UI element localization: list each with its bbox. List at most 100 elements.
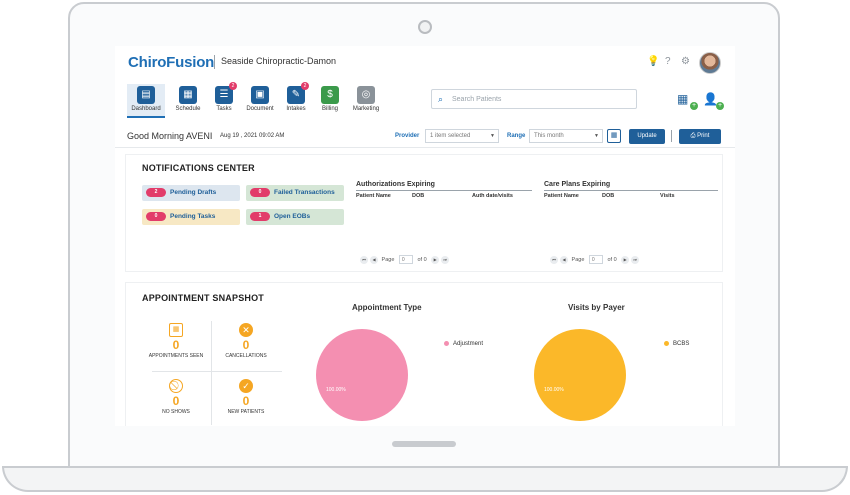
app-screen: ChiroFusion Seaside Chiropractic-Damon 💡…: [115, 46, 735, 426]
page-input[interactable]: 0: [588, 255, 603, 264]
notifications-panel: NOTIFICATIONS CENTER 2 Pending Drafts 0 Fa…: [125, 154, 723, 272]
col-patient-name: Patient Name: [356, 193, 391, 199]
avatar[interactable]: [699, 52, 721, 74]
pie-slice-label: 100.00%: [326, 387, 346, 393]
prev-page-icon[interactable]: ◀: [560, 255, 568, 264]
add-patient-button[interactable]: 👤 +: [703, 92, 724, 110]
visits-by-payer-title: Visits by Payer: [568, 303, 625, 312]
range-value: This month: [534, 133, 564, 139]
visits-by-payer-pie: [534, 329, 626, 421]
pie-slice-label: 100.00%: [544, 387, 564, 393]
pending-drafts-card[interactable]: 2 Pending Drafts: [142, 185, 240, 201]
col-auth-date: Auth date/visits: [472, 193, 513, 199]
plus-icon: +: [716, 102, 724, 110]
auth-pager: ⏮ ◀ Page 0 of 0 ▶ ⏭: [360, 255, 451, 264]
last-page-icon[interactable]: ⏭: [631, 255, 640, 264]
greeting-bar: Good Morning AVENI Aug 19 , 2021 09:02 A…: [115, 126, 735, 148]
nav-label: Intakes: [286, 106, 306, 112]
first-page-icon[interactable]: ⏮: [550, 255, 558, 264]
card-label: Pending Tasks: [170, 213, 216, 220]
gear-icon[interactable]: ⚙: [681, 56, 690, 67]
greeting-text: Good Morning AVENI: [127, 131, 213, 141]
count-badge: 0: [250, 187, 270, 197]
add-appointment-button[interactable]: ▦ +: [677, 92, 698, 110]
first-page-icon[interactable]: ⏮: [360, 255, 368, 264]
prev-page-icon[interactable]: ◀: [370, 255, 378, 264]
pie-slice-bcbs[interactable]: [534, 329, 626, 421]
stat-value: 0: [172, 338, 180, 352]
range-label: Range: [507, 133, 526, 139]
appointment-type-pie: [316, 329, 408, 421]
help-icon[interactable]: ?: [665, 56, 671, 67]
pie-slice-adjustment[interactable]: [316, 329, 408, 421]
chevron-down-icon: ▼: [490, 133, 495, 139]
auth-divider: [356, 190, 532, 191]
provider-select[interactable]: 1 item selected ▼: [425, 129, 499, 143]
col-dob: DOB: [412, 193, 425, 199]
range-select[interactable]: This month ▼: [529, 129, 603, 143]
clinic-name: Seaside Chiropractic-Damon: [221, 56, 337, 66]
last-page-icon[interactable]: ⏭: [441, 255, 450, 264]
user-add-icon: 👤: [703, 92, 718, 106]
nav-intakes[interactable]: ✎ 2 Intakes: [277, 82, 315, 118]
pending-tasks-card[interactable]: 0 Pending Tasks: [142, 209, 240, 225]
count-badge: 2: [146, 187, 166, 197]
auth-title: Authorizations Expiring: [356, 181, 435, 188]
search-box[interactable]: ⌕ Search Patients: [431, 89, 637, 109]
next-page-icon[interactable]: ▶: [431, 255, 440, 264]
appointment-type-title: Appointment Type: [352, 303, 422, 312]
page-of: of 0: [607, 256, 617, 263]
camera: [418, 20, 432, 34]
legend-dot: [664, 341, 669, 346]
visits-by-payer-chart: [534, 329, 626, 421]
stat-value: 0: [242, 394, 250, 408]
stat-cancellations: ✕ 0 CANCELLATIONS: [214, 323, 278, 359]
search-input[interactable]: Search Patients: [452, 96, 502, 103]
nav-label: Schedule: [175, 106, 201, 112]
no-show-icon: ⃠: [169, 379, 183, 393]
cancel-icon: ✕: [239, 323, 253, 337]
col-dob: DOB: [602, 193, 615, 199]
open-eobs-card[interactable]: 1 Open EOBs: [246, 209, 344, 225]
provider-value: 1 item selected: [430, 133, 471, 139]
nav-billing[interactable]: $ Billing: [311, 84, 349, 118]
trackpad-notch: [392, 441, 456, 447]
count-badge: 1: [250, 211, 270, 221]
next-page-icon[interactable]: ▶: [621, 255, 630, 264]
document-icon: ▣: [251, 86, 269, 104]
visits-by-payer-legend: BCBS: [664, 341, 689, 347]
lightbulb-icon[interactable]: 💡: [647, 56, 660, 67]
stat-label: NO SHOWS: [162, 409, 190, 415]
update-button[interactable]: Update: [629, 129, 665, 144]
nav-label: Dashboard: [131, 106, 161, 112]
page-input[interactable]: 0: [398, 255, 413, 264]
tasks-icon: ☰: [215, 86, 233, 104]
nav-tasks[interactable]: ☰ 2 Tasks: [205, 82, 243, 118]
legend-label: Adjustment: [453, 341, 484, 348]
logo[interactable]: ChiroFusion: [128, 54, 215, 71]
nav-dashboard[interactable]: ▤ Dashboard: [127, 84, 165, 118]
stat-appointments-seen: ▦ 0 APPOINTMENTS SEEN: [144, 323, 208, 359]
date-picker-icon[interactable]: ▦: [607, 129, 621, 143]
search-icon: ⌕: [438, 94, 444, 104]
card-label: Pending Drafts: [170, 189, 217, 196]
billing-icon: $: [321, 86, 339, 104]
print-button[interactable]: ⎙ Print: [679, 129, 721, 144]
stat-label: NEW PATIENTS: [227, 409, 265, 415]
care-divider: [544, 190, 718, 191]
laptop-base: [2, 466, 848, 492]
failed-transactions-card[interactable]: 0 Failed Transactions: [246, 185, 344, 201]
marketing-icon: ◎: [357, 86, 375, 104]
nav-marketing[interactable]: ◎ Marketing: [347, 84, 385, 118]
chevron-down-icon: ▼: [594, 133, 599, 139]
nav-label: Document: [246, 106, 274, 112]
main-nav: ▤ Dashboard ▦ Schedule ☰ 2 Tasks ▣ Docum…: [115, 82, 735, 120]
nav-label: Marketing: [352, 106, 380, 112]
top-bar: ChiroFusion Seaside Chiropractic-Damon 💡…: [115, 46, 735, 78]
print-label: Print: [697, 133, 710, 139]
nav-schedule[interactable]: ▦ Schedule: [169, 84, 207, 118]
divider: [671, 130, 672, 142]
snapshot-title: APPOINTMENT SNAPSHOT: [142, 293, 265, 303]
nav-document[interactable]: ▣ Document: [241, 84, 279, 118]
stat-value: 0: [242, 338, 250, 352]
